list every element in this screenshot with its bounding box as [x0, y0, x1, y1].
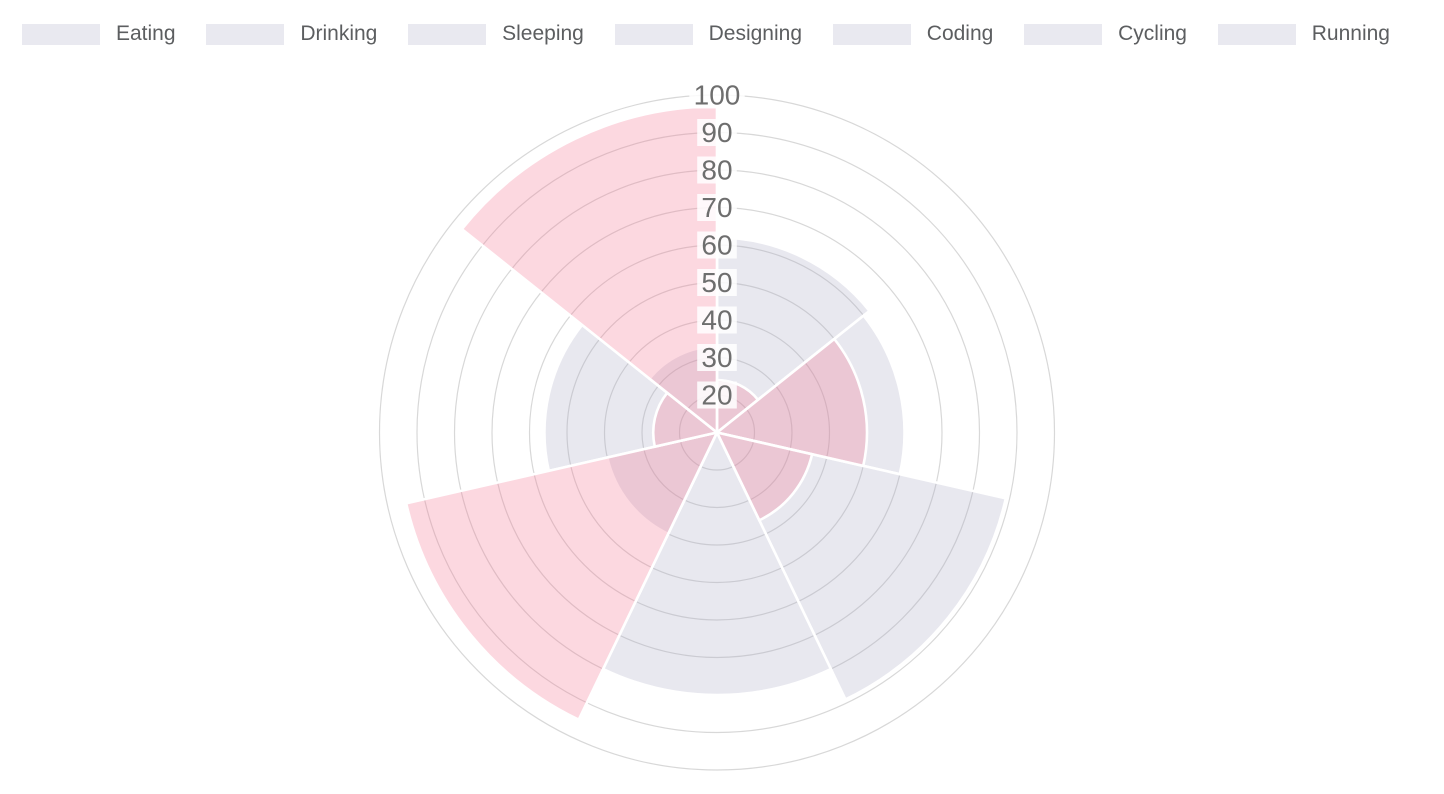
- sector-pink-sleeping[interactable]: [714, 430, 814, 523]
- tick-backdrop: [697, 156, 737, 184]
- legend-item-label: Coding: [926, 22, 994, 45]
- series-gray: [543, 236, 1008, 702]
- legend-swatch: [614, 23, 693, 45]
- tick-label: 50: [701, 267, 732, 298]
- sector-gray-drinking[interactable]: [714, 313, 906, 476]
- tick-label: 70: [701, 192, 732, 223]
- legend-item-label: Sleeping: [502, 22, 584, 45]
- tick-label: 100: [694, 80, 741, 111]
- tick-label: 80: [701, 155, 732, 186]
- legend-swatch: [1217, 23, 1296, 45]
- legend-item-running[interactable]: Running: [1217, 22, 1390, 45]
- sector-gray-cycling[interactable]: [543, 323, 720, 473]
- tick-backdrop: [697, 119, 737, 146]
- legend-swatch: [22, 23, 100, 45]
- legend-item-label: Cycling: [1118, 22, 1187, 45]
- tick-label: 90: [701, 117, 732, 148]
- legend-swatch: [832, 23, 911, 45]
- legend-item-designing[interactable]: Designing: [614, 22, 803, 45]
- tick-label: 60: [701, 230, 732, 261]
- legend-swatch: [1024, 23, 1103, 45]
- legend-item-eating[interactable]: Eating: [22, 23, 176, 45]
- tick-label: 40: [701, 305, 732, 336]
- legend-swatch: [206, 23, 285, 45]
- sector-pink-running[interactable]: [460, 104, 719, 436]
- tick-backdrop: [697, 344, 737, 371]
- tick-backdrop: [697, 269, 737, 296]
- legend-item-label: Running: [1311, 22, 1390, 45]
- legend-item-coding[interactable]: Coding: [832, 22, 994, 45]
- tick-label: 20: [701, 380, 732, 411]
- legend-item-label: Designing: [708, 22, 803, 45]
- legend-item-cycling[interactable]: Cycling: [1024, 23, 1187, 45]
- legend-item-label: Eating: [116, 22, 176, 45]
- tick-backdrop: [689, 81, 745, 109]
- tick-backdrop: [697, 194, 737, 221]
- legend-swatch: [408, 23, 487, 45]
- sector-pink-drinking[interactable]: [714, 337, 869, 468]
- sector-gray-designing[interactable]: [601, 429, 833, 697]
- sector-gray-coding[interactable]: [605, 430, 720, 536]
- series-pink: [404, 104, 869, 722]
- tick-backdrop: [697, 381, 737, 409]
- tick-backdrop: [697, 306, 737, 334]
- legend-item-sleeping[interactable]: Sleeping: [408, 23, 584, 45]
- legend-item-drinking[interactable]: Drinking: [206, 23, 377, 45]
- legend-item-label: Drinking: [300, 22, 378, 45]
- chart-legend: Eating Drinking Sleeping Designing Codin…: [22, 23, 1390, 45]
- tick-backdrop: [697, 231, 737, 259]
- tick-label: 30: [701, 342, 732, 373]
- radial-axis-labels: 20 30 40 50 60 70 80 90 100: [689, 80, 745, 411]
- sector-pink-coding[interactable]: [404, 430, 720, 722]
